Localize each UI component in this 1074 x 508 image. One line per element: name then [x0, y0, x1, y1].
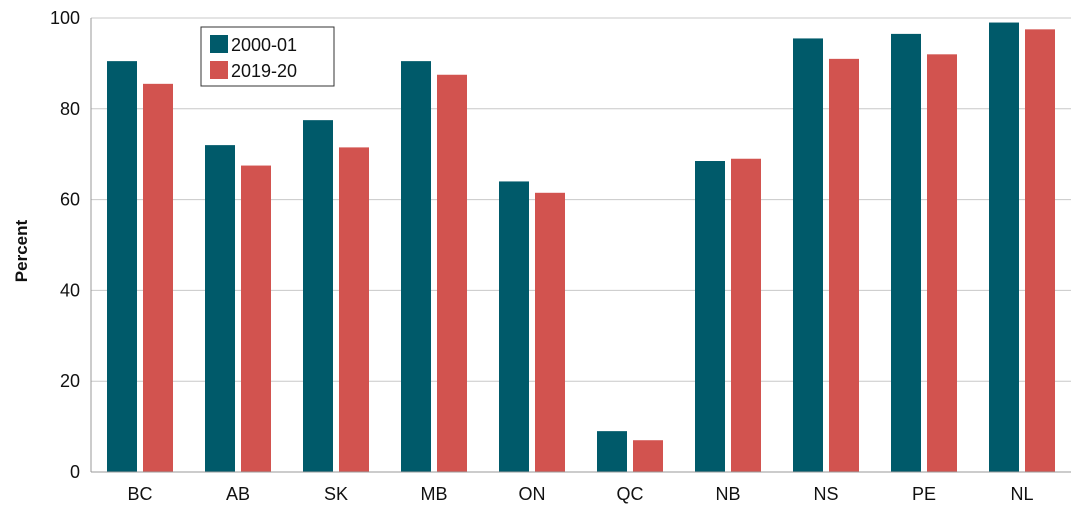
bar-nb-2000-01 — [695, 161, 725, 472]
bar-ab-2000-01 — [205, 145, 235, 472]
bar-bc-2019-20 — [143, 83, 173, 472]
bar-pe-2000-01 — [891, 33, 921, 472]
bars — [107, 22, 1055, 473]
x-tick-label-ns: NS — [813, 484, 838, 504]
x-tick-label-ab: AB — [226, 484, 250, 504]
x-axis-ticks: BC AB SK MB ON QC NB NS PE NL — [127, 484, 1033, 504]
y-tick-label: 20 — [60, 371, 80, 391]
legend-swatch-2000-01 — [210, 35, 228, 53]
bar-qc-2019-20 — [633, 440, 663, 472]
bar-nb-2019-20 — [731, 158, 761, 473]
bar-on-2000-01 — [499, 181, 529, 472]
x-tick-label-pe: PE — [912, 484, 936, 504]
legend-label-2000-01: 2000-01 — [231, 35, 297, 55]
y-tick-label: 40 — [60, 280, 80, 300]
x-tick-label-nl: NL — [1010, 484, 1033, 504]
bar-sk-2019-20 — [339, 147, 369, 472]
bar-pe-2019-20 — [927, 54, 957, 472]
bar-sk-2000-01 — [303, 120, 333, 473]
y-axis-title: Percent — [12, 219, 31, 282]
bar-mb-2000-01 — [401, 61, 431, 472]
y-axis-ticks: 0 20 40 60 80 100 — [50, 8, 80, 482]
x-tick-label-bc: BC — [127, 484, 152, 504]
y-tick-label: 60 — [60, 190, 80, 210]
legend: 2000-01 2019-20 — [200, 26, 335, 87]
x-tick-label-mb: MB — [421, 484, 448, 504]
bar-ab-2019-20 — [241, 165, 271, 473]
bar-ns-2000-01 — [793, 38, 823, 473]
bar-qc-2000-01 — [597, 431, 627, 472]
y-tick-label: 80 — [60, 99, 80, 119]
bar-nl-2019-20 — [1025, 29, 1055, 472]
bar-nl-2000-01 — [989, 22, 1019, 472]
y-tick-label: 0 — [70, 462, 80, 482]
x-tick-label-on: ON — [519, 484, 546, 504]
legend-label-2019-20: 2019-20 — [231, 61, 297, 81]
bar-ns-2019-20 — [829, 58, 859, 473]
x-tick-label-qc: QC — [617, 484, 644, 504]
bar-bc-2000-01 — [107, 61, 137, 472]
bar-mb-2019-20 — [437, 74, 467, 472]
x-tick-label-sk: SK — [324, 484, 348, 504]
bar-on-2019-20 — [535, 192, 565, 473]
x-tick-label-nb: NB — [715, 484, 740, 504]
legend-swatch-2019-20 — [210, 61, 228, 79]
y-tick-label: 100 — [50, 8, 80, 28]
